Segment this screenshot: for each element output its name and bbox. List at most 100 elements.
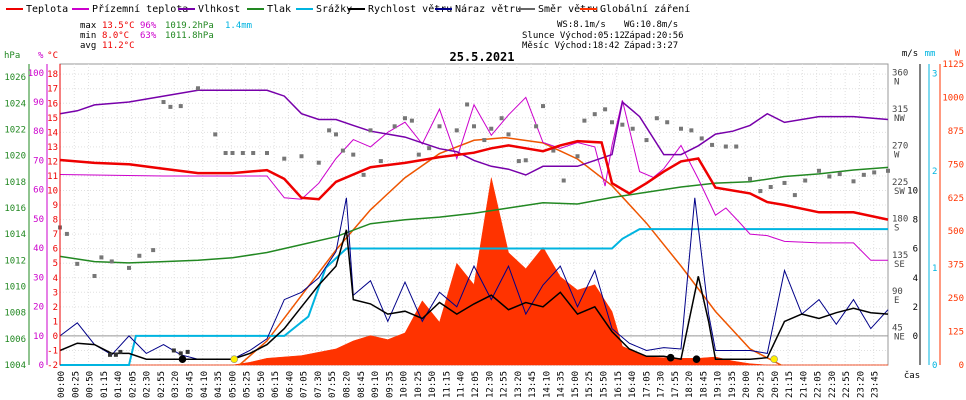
tick-dir: NE — [894, 333, 905, 343]
tick-time: 09:10 — [371, 371, 381, 398]
legend-label: Rychlost větru — [368, 3, 452, 15]
stat-label: max — [80, 21, 97, 31]
tick-time: 22:05 — [814, 371, 824, 398]
tick-time: 03:20 — [171, 371, 181, 398]
wind-dir-point — [886, 168, 890, 173]
tick-pct: 40 — [33, 244, 44, 254]
wind-dir-point — [561, 178, 566, 183]
series-pressure — [59, 166, 889, 264]
tick-hpa: 1014 — [4, 230, 26, 240]
tick-degc: 5 — [53, 259, 58, 269]
tick-dir: NW — [894, 114, 905, 124]
wind-dir-point — [516, 159, 521, 164]
wind-dir-point — [792, 193, 797, 198]
tick-dir: SW — [894, 187, 905, 197]
tick-hpa: 1006 — [4, 335, 26, 345]
marker-moon — [692, 355, 701, 363]
tick-time: 11:15 — [442, 371, 452, 398]
tick-time: 14:35 — [557, 371, 567, 398]
tick-w: 125 — [948, 328, 964, 338]
tick-time: 05:25 — [243, 371, 253, 398]
wind-dir-point — [630, 126, 635, 131]
tick-time: 09:35 — [385, 371, 395, 398]
tick-time: 19:10 — [714, 371, 724, 398]
wind-dir-point — [403, 116, 407, 121]
series-temp — [59, 139, 889, 221]
wind-dir-point — [710, 142, 715, 147]
stat-humidity: 63% — [140, 31, 157, 41]
marker-min — [108, 352, 113, 357]
marker-sun — [770, 355, 778, 363]
tick-degc: 4 — [53, 274, 58, 284]
series-layer — [58, 86, 890, 366]
tick-pct: 80 — [33, 127, 44, 137]
tick-ms: 2 — [913, 303, 918, 313]
axis-unit-degc: °C — [47, 51, 58, 61]
wind-dir-point — [64, 231, 69, 236]
tick-time: 04:35 — [214, 371, 224, 398]
tick-degc: 12 — [47, 157, 58, 167]
axis-unit-pct: % — [38, 51, 44, 61]
wind-dir-point — [748, 176, 752, 181]
tick-time: 11:40 — [457, 371, 467, 398]
tick-time: 20:50 — [771, 371, 781, 398]
tick-time: 20:00 — [742, 371, 752, 398]
legend-label: Přízemní teplota — [92, 3, 188, 15]
tick-time: 07:55 — [328, 371, 338, 398]
wind-dir-point — [196, 86, 200, 91]
tick-degc: -2 — [47, 361, 58, 371]
wind-dir-point — [551, 148, 556, 153]
tick-mm: 3 — [932, 70, 937, 80]
tick-hpa: 1004 — [4, 361, 26, 371]
wind-dir-point — [168, 104, 173, 109]
stat-pressure: 1011.8hPa — [165, 31, 214, 41]
wind-dir-point — [499, 116, 504, 121]
info-ws: WS:8.1m/s — [557, 20, 606, 30]
tick-time: 01:15 — [100, 371, 110, 398]
wind-dir-point — [582, 118, 587, 123]
tick-ms: 0 — [913, 332, 918, 342]
wind-dir-point — [282, 156, 287, 161]
stat-label: min — [80, 31, 96, 41]
wind-dir-point — [99, 255, 104, 260]
tick-time: 05:50 — [257, 371, 267, 398]
wind-dir-point — [223, 151, 228, 156]
wind-dir-point — [178, 104, 183, 109]
tick-time: 08:20 — [343, 371, 353, 398]
wind-dir-point — [151, 248, 156, 253]
tick-hpa: 1024 — [4, 99, 26, 109]
tick-w: 0 — [959, 361, 964, 371]
wind-dir-point — [409, 118, 414, 123]
wind-dir-point — [265, 151, 269, 156]
wind-dir-point — [872, 170, 877, 175]
tick-ms: 4 — [913, 274, 918, 284]
tick-pct: 70 — [33, 156, 44, 166]
wind-dir-point — [768, 184, 773, 189]
legend-label: Tlak — [267, 4, 291, 15]
tick-dir: W — [894, 151, 900, 161]
info-sunset: Západ:20:56 — [624, 31, 684, 41]
tick-degc: 11 — [47, 172, 58, 182]
marker-min — [185, 349, 190, 354]
wind-dir-point — [506, 132, 511, 137]
tick-degc: 6 — [53, 245, 58, 255]
wind-dir-point — [327, 128, 332, 133]
wind-dir-point — [75, 261, 80, 266]
tick-degc: 14 — [47, 128, 58, 138]
tick-time: 06:15 — [271, 371, 281, 398]
wind-dir-point — [861, 172, 866, 177]
tick-time: 02:55 — [157, 371, 167, 398]
wind-dir-point — [665, 120, 670, 125]
series-humidity — [59, 89, 889, 176]
tick-w: 1125 — [942, 60, 964, 70]
tick-time: 12:55 — [500, 371, 510, 398]
tick-degc: 16 — [47, 99, 58, 109]
info-sun: Slunce Východ:05:12 — [522, 31, 625, 41]
tick-pct: 30 — [33, 273, 44, 283]
legend-label: Srážky — [316, 3, 352, 15]
tick-degc: -1 — [47, 346, 58, 356]
tick-pct: 10 — [33, 332, 44, 342]
tick-time: 02:30 — [143, 371, 153, 398]
tick-degc: 17 — [47, 85, 58, 95]
